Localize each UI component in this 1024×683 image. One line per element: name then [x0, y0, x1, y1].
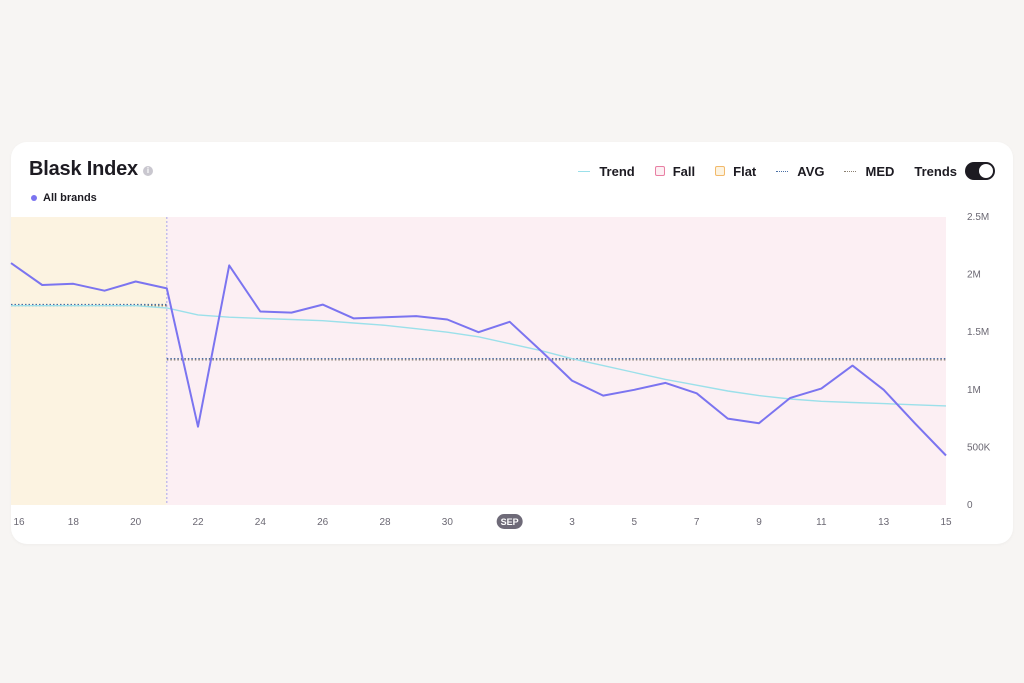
info-icon[interactable]: i: [142, 165, 153, 176]
x-tick-label: 20: [130, 517, 142, 528]
series-dot-icon: [31, 195, 37, 201]
x-tick-label: 9: [756, 517, 762, 528]
y-tick-label: 2M: [967, 270, 981, 281]
flat-box-icon: [715, 166, 726, 176]
trends-toggle[interactable]: [965, 162, 995, 180]
fall-box-icon: [654, 166, 665, 176]
y-tick-label: 2.5M: [967, 212, 989, 223]
legend-item-flat[interactable]: Flat: [715, 164, 756, 179]
month-pill: [496, 514, 523, 529]
x-tick-label: 24: [255, 517, 267, 528]
med-line-icon: [844, 170, 857, 172]
legend: Trend Fall Flat AVG MED Trends: [578, 162, 995, 180]
title-row: Blask Index i: [29, 158, 153, 181]
x-tick-label: 11: [816, 517, 827, 528]
legend-label-flat: Flat: [733, 163, 757, 179]
legend-label-trend: Trend: [599, 163, 635, 179]
x-tick-label: 28: [379, 517, 391, 528]
x-tick-label: SEP: [501, 517, 519, 527]
series-line-all-brands: [10, 262, 947, 457]
toggle-knob: [979, 164, 993, 178]
legend-item-trend[interactable]: Trend: [578, 163, 635, 179]
y-tick-label: 500K: [967, 442, 991, 453]
legend-label-fall: Fall: [672, 163, 696, 179]
x-tick-label: 3: [569, 517, 575, 528]
x-tick-label: 22: [192, 517, 204, 528]
chart-title: Blask Index: [29, 158, 138, 180]
avg-line-icon: [776, 170, 789, 172]
legend-label-avg: AVG: [797, 163, 825, 179]
legend-item-med[interactable]: MED: [844, 164, 894, 179]
y-tick-label: 0: [967, 500, 973, 511]
y-tick-label: 1M: [967, 385, 981, 396]
x-tick-label: 18: [68, 517, 80, 528]
x-tick-label: 26: [317, 517, 329, 528]
x-tick-label: 7: [694, 517, 700, 528]
legend-item-avg[interactable]: AVG: [776, 164, 824, 179]
trends-toggle-label: Trends: [914, 163, 957, 179]
x-tick-label: 30: [442, 517, 454, 528]
band-fall: [166, 217, 947, 505]
x-tick-label: 16: [13, 517, 25, 528]
x-tick-label: 13: [878, 517, 890, 528]
band-flat: [11, 217, 167, 505]
y-tick-label: 1.5M: [967, 327, 989, 338]
series-tag-label: All brands: [43, 192, 97, 204]
x-tick-label: 5: [632, 517, 638, 528]
series-tag: All brands: [31, 192, 97, 204]
trend-line-icon: [578, 170, 591, 172]
legend-item-fall[interactable]: Fall: [654, 163, 696, 179]
x-tick-label: 15: [940, 517, 952, 528]
legend-label-med: MED: [865, 163, 895, 179]
trends-toggle-group: Trends: [914, 162, 995, 180]
